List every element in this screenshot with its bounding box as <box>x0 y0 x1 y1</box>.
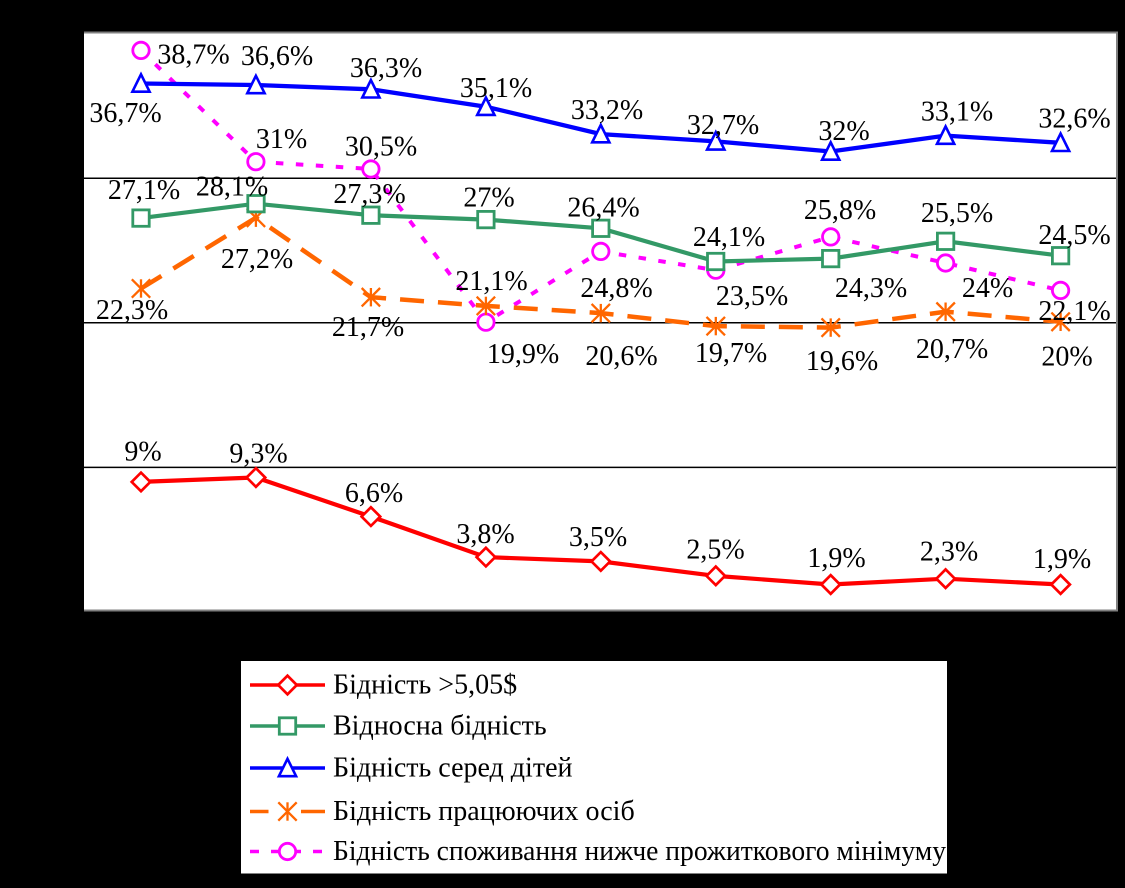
svg-text:2,3%: 2,3% <box>920 537 978 568</box>
svg-text:24,1%: 24,1% <box>693 222 765 253</box>
svg-text:Бідність споживання нижче прож: Бідність споживання нижче прожиткового м… <box>333 836 946 867</box>
svg-text:33,2%: 33,2% <box>571 95 643 126</box>
svg-text:19,7%: 19,7% <box>695 338 767 369</box>
svg-text:20,6%: 20,6% <box>585 341 657 372</box>
svg-text:35,1%: 35,1% <box>460 73 532 104</box>
svg-text:36,3%: 36,3% <box>350 53 422 84</box>
svg-text:26,4%: 26,4% <box>567 193 639 224</box>
svg-text:19,9%: 19,9% <box>487 339 559 370</box>
svg-text:24,8%: 24,8% <box>580 273 652 304</box>
svg-text:Бідність >5,05$: Бідність >5,05$ <box>333 670 517 701</box>
svg-text:20,7%: 20,7% <box>916 334 988 365</box>
svg-text:23,5%: 23,5% <box>716 281 788 312</box>
svg-text:3,8%: 3,8% <box>456 519 514 550</box>
svg-text:20%: 20% <box>1041 342 1092 373</box>
svg-text:27,2%: 27,2% <box>221 244 293 275</box>
svg-text:32,7%: 32,7% <box>687 110 759 141</box>
svg-text:27,3%: 27,3% <box>333 179 405 210</box>
svg-text:21,7%: 21,7% <box>332 312 404 343</box>
svg-text:24%: 24% <box>962 273 1013 304</box>
svg-text:9,3%: 9,3% <box>229 439 287 470</box>
svg-text:36,7%: 36,7% <box>89 98 161 129</box>
svg-text:28,1%: 28,1% <box>196 172 268 203</box>
svg-text:Бідність працюючих осіб: Бідність працюючих осіб <box>333 796 635 827</box>
svg-text:27,1%: 27,1% <box>108 175 180 206</box>
svg-text:3,5%: 3,5% <box>569 522 627 553</box>
svg-text:33,1%: 33,1% <box>921 97 993 128</box>
svg-text:22,3%: 22,3% <box>96 295 168 326</box>
svg-text:32%: 32% <box>818 116 869 147</box>
svg-text:24,3%: 24,3% <box>835 273 907 304</box>
svg-text:2,5%: 2,5% <box>686 535 744 566</box>
svg-text:19,6%: 19,6% <box>806 346 878 377</box>
svg-text:27%: 27% <box>463 183 514 214</box>
svg-text:38,7%: 38,7% <box>157 39 229 70</box>
svg-text:1,9%: 1,9% <box>807 543 865 574</box>
svg-text:Бідність серед дітей: Бідність серед дітей <box>333 753 572 784</box>
svg-text:6,6%: 6,6% <box>345 478 403 509</box>
svg-text:21,1%: 21,1% <box>455 266 527 297</box>
svg-text:31%: 31% <box>256 124 307 155</box>
svg-text:36,6%: 36,6% <box>241 41 313 72</box>
svg-text:22,1%: 22,1% <box>1038 296 1110 327</box>
svg-text:9%: 9% <box>124 437 161 468</box>
svg-text:30,5%: 30,5% <box>345 132 417 163</box>
svg-text:32,6%: 32,6% <box>1038 104 1110 135</box>
svg-text:1,9%: 1,9% <box>1033 544 1091 575</box>
svg-text:24,5%: 24,5% <box>1038 220 1110 251</box>
svg-text:Відносна бідність: Відносна бідність <box>333 711 547 742</box>
svg-text:25,8%: 25,8% <box>804 195 876 226</box>
svg-text:25,5%: 25,5% <box>921 198 993 229</box>
